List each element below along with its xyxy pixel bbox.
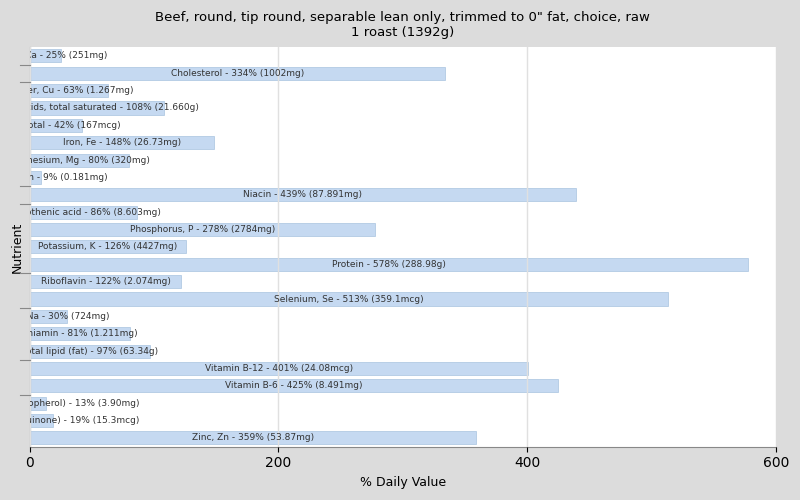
Text: Copper, Cu - 63% (1.267mg): Copper, Cu - 63% (1.267mg): [4, 86, 134, 95]
Bar: [30, 327, 130, 340]
Bar: [30, 362, 528, 375]
Text: Niacin - 439% (87.891mg): Niacin - 439% (87.891mg): [243, 190, 362, 200]
Text: Potassium, K - 126% (4427mg): Potassium, K - 126% (4427mg): [38, 242, 178, 252]
Bar: [30, 292, 667, 306]
Text: Manganese, Mn - 9% (0.181mg): Manganese, Mn - 9% (0.181mg): [0, 173, 107, 182]
Bar: [30, 275, 182, 288]
Text: Iron, Fe - 148% (26.73mg): Iron, Fe - 148% (26.73mg): [62, 138, 181, 147]
Bar: [30, 206, 137, 218]
Bar: [30, 50, 61, 62]
Text: Thiamin - 81% (1.211mg): Thiamin - 81% (1.211mg): [22, 329, 138, 338]
Bar: [30, 380, 558, 392]
Bar: [30, 414, 54, 427]
Bar: [30, 344, 150, 358]
Bar: [30, 67, 445, 80]
Text: Fatty acids, total saturated - 108% (21.660g): Fatty acids, total saturated - 108% (21.…: [0, 104, 198, 112]
Bar: [30, 119, 82, 132]
Text: Calcium, Ca - 25% (251mg): Calcium, Ca - 25% (251mg): [0, 52, 107, 60]
Text: Vitamin B-12 - 401% (24.08mcg): Vitamin B-12 - 401% (24.08mcg): [205, 364, 353, 373]
X-axis label: % Daily Value: % Daily Value: [360, 476, 446, 489]
Bar: [30, 432, 476, 444]
Text: Selenium, Se - 513% (359.1mcg): Selenium, Se - 513% (359.1mcg): [274, 294, 423, 304]
Bar: [30, 136, 214, 149]
Text: Riboflavin - 122% (2.074mg): Riboflavin - 122% (2.074mg): [41, 277, 170, 286]
Text: Magnesium, Mg - 80% (320mg): Magnesium, Mg - 80% (320mg): [9, 156, 150, 164]
Y-axis label: Nutrient: Nutrient: [11, 222, 24, 272]
Bar: [30, 154, 129, 166]
Bar: [30, 396, 46, 409]
Text: Total lipid (fat) - 97% (63.34g): Total lipid (fat) - 97% (63.34g): [22, 346, 158, 356]
Text: Vitamin B-6 - 425% (8.491mg): Vitamin B-6 - 425% (8.491mg): [225, 382, 362, 390]
Bar: [30, 102, 164, 114]
Text: Protein - 578% (288.98g): Protein - 578% (288.98g): [332, 260, 446, 269]
Text: Phosphorus, P - 278% (2784mg): Phosphorus, P - 278% (2784mg): [130, 225, 275, 234]
Bar: [30, 258, 748, 271]
Bar: [30, 310, 67, 323]
Bar: [30, 188, 575, 202]
Text: Folate, total - 42% (167mcg): Folate, total - 42% (167mcg): [0, 121, 121, 130]
Title: Beef, round, tip round, separable lean only, trimmed to 0" fat, choice, raw
1 ro: Beef, round, tip round, separable lean o…: [155, 11, 650, 39]
Text: Sodium, Na - 30% (724mg): Sodium, Na - 30% (724mg): [0, 312, 110, 321]
Text: Vitamin E (alpha-tocopherol) - 13% (3.90mg): Vitamin E (alpha-tocopherol) - 13% (3.90…: [0, 398, 139, 407]
Bar: [30, 240, 186, 254]
Text: Vitamin K (phylloquinone) - 19% (15.3mcg): Vitamin K (phylloquinone) - 19% (15.3mcg…: [0, 416, 140, 425]
Text: Zinc, Zn - 359% (53.87mg): Zinc, Zn - 359% (53.87mg): [192, 434, 314, 442]
Text: Pantothenic acid - 86% (8.603mg): Pantothenic acid - 86% (8.603mg): [6, 208, 161, 216]
Bar: [30, 171, 41, 184]
Bar: [30, 84, 108, 97]
Text: Cholesterol - 334% (1002mg): Cholesterol - 334% (1002mg): [170, 69, 304, 78]
Bar: [30, 223, 375, 236]
